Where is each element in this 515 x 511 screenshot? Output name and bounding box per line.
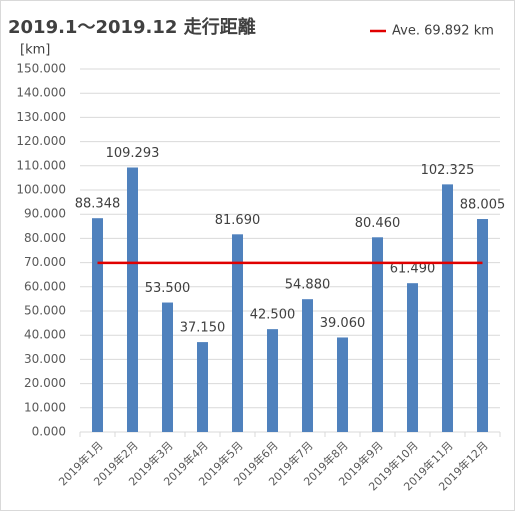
value-label: 109.293 (106, 146, 160, 161)
value-label: 53.500 (145, 281, 191, 296)
y-tick-label: 110.000 (16, 158, 66, 172)
y-tick-label: 90.000 (24, 207, 66, 221)
y-tick-label: 20.000 (24, 376, 66, 390)
value-label: 102.325 (421, 163, 475, 178)
value-label: 80.460 (355, 216, 401, 231)
y-tick-label: 60.000 (24, 279, 66, 293)
y-tick-label: 40.000 (24, 328, 66, 342)
bar (477, 219, 488, 432)
legend-label: Ave. 69.892 km (392, 24, 494, 39)
y-tick-label: 80.000 (24, 231, 66, 245)
value-label: 37.150 (180, 321, 226, 336)
chart-title: 2019.1～2019.12 走行距離 (8, 16, 256, 38)
value-label: 42.500 (250, 308, 296, 323)
value-label: 61.490 (390, 262, 436, 277)
bar (372, 237, 383, 432)
y-tick-label: 0.000 (32, 425, 66, 439)
value-label: 54.880 (285, 278, 331, 293)
bar (337, 337, 348, 432)
y-tick-label: 10.000 (24, 400, 66, 414)
bar (232, 234, 243, 432)
bar (127, 167, 138, 433)
bar (442, 184, 453, 432)
bar (302, 299, 313, 432)
bar (162, 302, 173, 432)
y-tick-label: 70.000 (24, 255, 66, 269)
value-label: 81.690 (215, 213, 261, 228)
bar (197, 342, 208, 432)
value-label: 88.348 (75, 197, 121, 212)
value-label: 88.005 (460, 198, 506, 213)
value-label: 39.060 (320, 316, 366, 331)
bar (92, 218, 103, 432)
bar (267, 329, 278, 432)
y-tick-label: 150.000 (16, 62, 66, 76)
y-axis-label: [km] (20, 43, 50, 58)
y-tick-label: 100.000 (16, 183, 66, 197)
y-tick-label: 120.000 (16, 134, 66, 148)
y-tick-label: 50.000 (24, 304, 66, 318)
y-tick-label: 30.000 (24, 352, 66, 366)
y-tick-label: 140.000 (16, 86, 66, 100)
y-tick-label: 130.000 (16, 110, 66, 124)
bar (407, 283, 418, 432)
